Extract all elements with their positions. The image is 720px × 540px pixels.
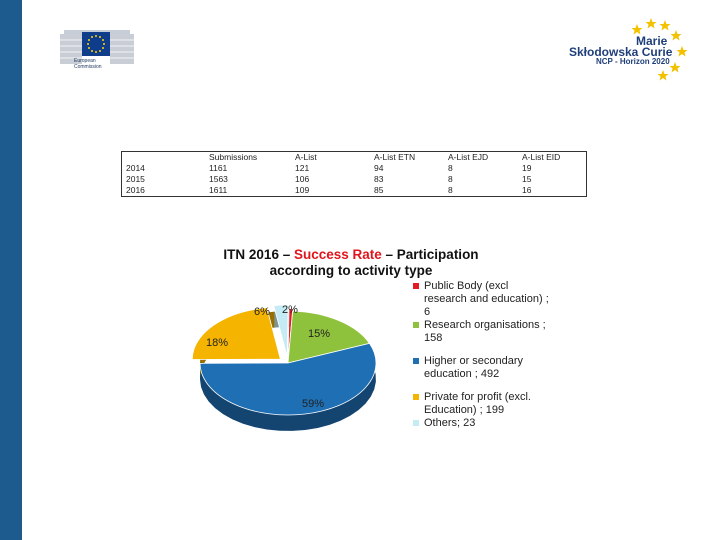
table-row: 2016 1611 109 85 8 16 bbox=[122, 185, 587, 197]
table-header-cell: A-List EJD bbox=[448, 152, 489, 162]
table-cell: 1563 bbox=[209, 174, 228, 184]
table-header-cell: Submissions bbox=[209, 152, 258, 162]
european-commission-logo bbox=[60, 30, 134, 64]
table-cell: 109 bbox=[295, 185, 310, 195]
legend-swatch bbox=[413, 394, 419, 400]
legend-swatch bbox=[413, 283, 419, 289]
legend-item-public-body: Public Body (excl research and education… bbox=[413, 280, 553, 319]
chart-legend: Public Body (excl research and education… bbox=[413, 280, 553, 430]
chart-title-part2: – Participation bbox=[381, 247, 479, 262]
table-header-cell: A-List ETN bbox=[374, 152, 416, 162]
pct-label-public-body: 2% bbox=[282, 304, 298, 316]
table-header-cell bbox=[122, 152, 206, 164]
submissions-table: Submissions A-List A-List ETN A-List EJD… bbox=[121, 151, 587, 197]
table-cell: 15 bbox=[522, 174, 532, 184]
legend-item-higher-education: Higher or secondary education ; 492 bbox=[413, 355, 553, 381]
pct-label-others: 6% bbox=[254, 306, 270, 318]
table-cell: 83 bbox=[374, 174, 384, 184]
table-cell: 2016 bbox=[126, 185, 145, 195]
legend-swatch bbox=[413, 358, 419, 364]
table-cell: 1611 bbox=[209, 185, 228, 195]
pct-label-research: 15% bbox=[308, 328, 331, 340]
pie-slices bbox=[191, 304, 377, 431]
legend-item-others: Others; 23 bbox=[413, 417, 553, 430]
pct-label-higher-education: 59% bbox=[302, 398, 325, 410]
chart-title-highlight: Success Rate bbox=[293, 247, 382, 262]
table-cell: 19 bbox=[522, 163, 532, 173]
legend-label: Higher or secondary education ; 492 bbox=[424, 355, 524, 380]
table-header-row: Submissions A-List A-List ETN A-List EJD… bbox=[122, 152, 587, 164]
chart-title-line2: according to activity type bbox=[269, 263, 433, 278]
table-cell: 2014 bbox=[126, 163, 145, 173]
table-cell: 121 bbox=[295, 163, 310, 173]
table-header-cell: A-List bbox=[295, 152, 317, 162]
legend-label: Public Body (excl research and education… bbox=[424, 280, 549, 318]
pie-slice-private bbox=[191, 307, 281, 360]
left-accent-bar bbox=[0, 0, 22, 540]
chart-title: ITN 2016 – Success Rate – Participation … bbox=[186, 247, 516, 279]
pct-label-private: 18% bbox=[206, 337, 229, 349]
legend-item-research: Research organisations ; 158 bbox=[413, 319, 553, 345]
ec-caption-line1: European bbox=[74, 58, 96, 64]
chart-title-part1: ITN 2016 – bbox=[223, 247, 294, 262]
legend-label: Private for profit (excl. Education) ; 1… bbox=[424, 391, 531, 416]
table-row: 2015 1563 106 83 8 15 bbox=[122, 174, 587, 185]
ec-caption-line2: Commission bbox=[74, 64, 102, 70]
table-cell: 8 bbox=[448, 185, 453, 195]
ec-caption: European Commission bbox=[74, 58, 102, 70]
table-header-cell: A-List EID bbox=[522, 152, 561, 162]
msca-stars-icon bbox=[631, 18, 688, 81]
pie-slice-research bbox=[287, 310, 371, 364]
legend-item-private: Private for profit (excl. Education) ; 1… bbox=[413, 391, 553, 417]
table-cell: 94 bbox=[374, 163, 384, 173]
table-cell: 16 bbox=[522, 185, 532, 195]
pie-slice-side-higher-education bbox=[200, 343, 376, 431]
legend-label: Research organisations ; 158 bbox=[424, 319, 546, 344]
legend-label: Others; 23 bbox=[424, 417, 476, 429]
table-cell: 8 bbox=[448, 163, 453, 173]
table-cell: 8 bbox=[448, 174, 453, 184]
legend-swatch bbox=[413, 420, 419, 426]
msca-name-line2: Skłodowska Curie bbox=[569, 45, 673, 59]
msca-subtitle: NCP - Horizon 2020 bbox=[596, 57, 670, 66]
pie-slice-higher-education bbox=[199, 342, 377, 416]
table-row: 2014 1161 121 94 8 19 bbox=[122, 163, 587, 174]
msca-name-line1: Marie bbox=[636, 34, 668, 48]
table-cell: 85 bbox=[374, 185, 384, 195]
pie-chart bbox=[191, 304, 377, 431]
pie-slice-others bbox=[273, 304, 289, 358]
table-cell: 1161 bbox=[209, 163, 228, 173]
table-cell: 106 bbox=[295, 174, 310, 184]
table-cell: 2015 bbox=[126, 174, 145, 184]
legend-swatch bbox=[413, 322, 419, 328]
